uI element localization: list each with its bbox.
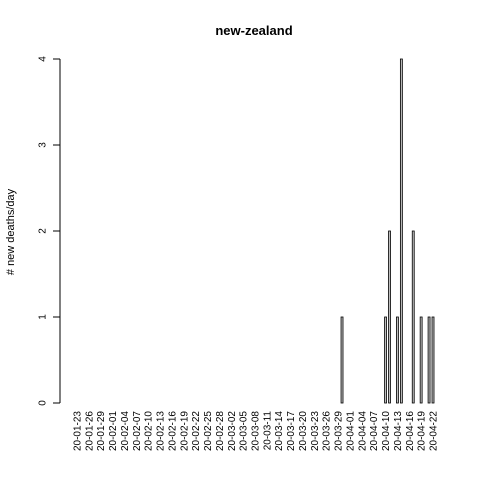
- chart-title: new-zealand: [215, 23, 292, 38]
- x-tick-label: 20-03-11: [262, 411, 273, 451]
- x-tick-label: 20-03-20: [298, 411, 309, 451]
- x-tick-label: 20-04-13: [393, 411, 404, 451]
- bar: [419, 316, 423, 404]
- x-tick-label: 20-04-01: [345, 411, 356, 451]
- bar: [399, 58, 403, 404]
- bar: [340, 316, 344, 404]
- y-axis: 0 1 2 3 4: [38, 56, 61, 406]
- x-tick-label: 20-04-19: [417, 411, 428, 451]
- x-tick-label: 20-02-25: [203, 411, 214, 451]
- y-tick-label: 2: [38, 228, 49, 234]
- y-tick-label: 3: [38, 142, 49, 148]
- x-tick-label: 20-02-13: [156, 411, 167, 451]
- x-tick-label: 20-04-16: [405, 411, 416, 451]
- x-tick-label: 20-01-23: [72, 411, 83, 451]
- x-tick-label: 20-04-10: [381, 411, 392, 451]
- x-tick-label: 20-02-22: [191, 411, 202, 451]
- x-tick-label: 20-01-29: [96, 411, 107, 451]
- y-axis-label: # new deaths/day: [5, 188, 17, 275]
- bar: [427, 316, 431, 404]
- bar: [431, 316, 435, 404]
- x-tick-label: 20-03-23: [310, 411, 321, 451]
- x-tick-label: 20-02-16: [167, 411, 178, 451]
- y-tick-label: 1: [38, 314, 49, 320]
- x-tick-label: 20-02-10: [144, 411, 155, 451]
- x-tick-label: 20-02-04: [120, 411, 131, 451]
- x-tick-label: 20-03-05: [239, 411, 250, 451]
- x-axis: 20-01-23 20-01-26 20-01-29 20-02-01 20-02-04…: [72, 411, 439, 451]
- x-tick-label: 20-04-22: [429, 411, 440, 451]
- x-tick-label: 20-02-07: [132, 411, 143, 451]
- x-tick-label: 20-03-26: [322, 411, 333, 451]
- bar: [384, 316, 387, 404]
- x-tick-label: 20-04-04: [357, 411, 368, 451]
- x-tick-label: 20-02-19: [179, 411, 190, 451]
- bar: [388, 230, 391, 404]
- x-tick-label: 20-03-29: [334, 411, 345, 451]
- y-tick-label: 4: [38, 56, 49, 62]
- bar: [396, 316, 399, 404]
- x-tick-label: 20-01-26: [84, 411, 95, 451]
- bars-group: [340, 58, 435, 404]
- x-tick-label: 20-03-08: [251, 411, 262, 451]
- x-tick-label: 20-03-02: [227, 411, 238, 451]
- x-tick-label: 20-03-14: [274, 411, 285, 451]
- x-tick-label: 20-02-01: [108, 411, 119, 451]
- x-tick-label: 20-02-28: [215, 411, 226, 451]
- y-tick-label: 0: [38, 400, 49, 406]
- x-tick-label: 20-04-07: [369, 411, 380, 451]
- x-tick-label: 20-03-17: [286, 411, 297, 451]
- bar: [411, 230, 415, 404]
